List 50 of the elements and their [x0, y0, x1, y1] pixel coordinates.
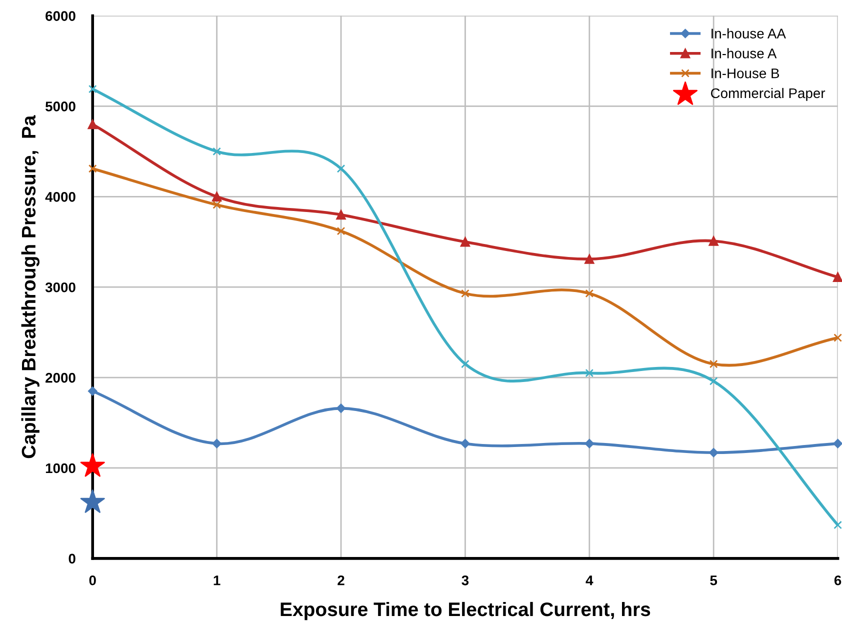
legend-label: In-House B — [712, 68, 780, 78]
point — [336, 226, 346, 236]
x-tick-label: 0 — [89, 575, 96, 586]
y-tick-label: 3000 — [45, 282, 76, 292]
point — [336, 164, 346, 173]
x-tick-label: 4 — [586, 576, 594, 586]
point — [460, 438, 470, 448]
point — [461, 360, 470, 368]
point — [833, 438, 842, 448]
y-tick-label: 1000 — [46, 463, 76, 474]
point — [212, 147, 221, 156]
x-tick-label: 6 — [834, 575, 842, 586]
point — [336, 404, 346, 413]
point — [336, 210, 346, 220]
point — [832, 272, 842, 282]
point — [585, 368, 594, 378]
point — [88, 119, 98, 130]
point — [709, 377, 718, 386]
point — [80, 453, 105, 477]
point — [461, 289, 470, 298]
legend-label: Commercial Paper — [710, 88, 826, 101]
y-tick-label: 5000 — [45, 102, 76, 112]
x-tick-label: 1 — [214, 576, 220, 586]
y-axis-title: Capillary Breakthrough Pressure, Pa — [21, 115, 40, 458]
point — [212, 192, 222, 202]
legend-label: In-house AA — [712, 28, 786, 38]
x-tick-label: 5 — [710, 576, 718, 586]
point — [212, 200, 221, 209]
point — [834, 520, 842, 530]
point — [709, 360, 718, 368]
y-tick-label: 2000 — [46, 372, 76, 383]
point — [460, 237, 470, 247]
x-tick-label: 3 — [462, 575, 469, 586]
point — [708, 236, 718, 246]
point — [212, 438, 222, 448]
point — [834, 334, 842, 342]
legend-label: In-house A — [712, 48, 777, 58]
point — [585, 289, 594, 298]
y-tick-label: 0 — [68, 554, 76, 564]
y-tick-label: 6000 — [46, 11, 76, 21]
point — [88, 164, 97, 173]
point — [584, 254, 594, 264]
point — [708, 448, 718, 458]
point — [88, 386, 98, 396]
point — [80, 489, 105, 513]
point — [88, 84, 97, 94]
y-tick-label: 4000 — [45, 192, 76, 202]
point — [584, 438, 594, 448]
x-tick-label: 2 — [338, 575, 344, 586]
x-axis-title: Exposure Time to Electrical Current, hrs — [280, 602, 650, 620]
